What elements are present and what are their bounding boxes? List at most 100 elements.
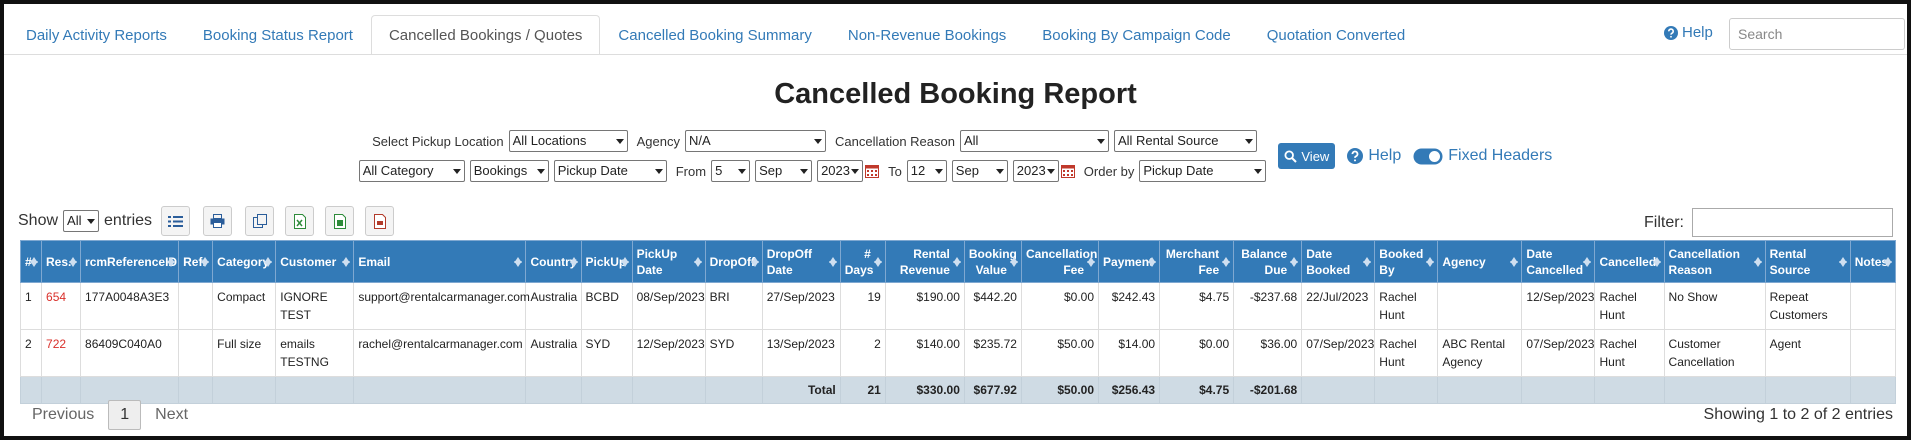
table-cell: No Show — [1663, 282, 1766, 330]
excel-button[interactable] — [285, 206, 315, 236]
filter-label: Order by — [1083, 163, 1135, 179]
entries-select[interactable]: All — [63, 210, 100, 232]
filter-select[interactable]: 5 — [711, 160, 751, 182]
column-header[interactable]: DropOff Date — [761, 240, 841, 283]
filter-select[interactable]: All Category — [358, 160, 465, 182]
column-header[interactable]: Ref. — [178, 240, 214, 283]
total-cell: Total — [761, 376, 841, 404]
filter-select[interactable]: Bookings — [469, 160, 549, 182]
search-icon — [1284, 149, 1298, 163]
column-header[interactable]: Notes — [1849, 240, 1897, 283]
table-filter: Filter: — [1644, 208, 1893, 237]
tab[interactable]: Cancelled Bookings / Quotes — [370, 15, 601, 55]
filters: Select Pickup Location All Locations Agenc… — [4, 128, 1907, 184]
help-icon — [1664, 25, 1678, 40]
filter-select[interactable]: Sep — [755, 160, 813, 182]
view-button[interactable]: View — [1278, 143, 1336, 169]
table-cell: Australia — [525, 329, 582, 377]
copy-button[interactable] — [245, 206, 275, 236]
column-title: Booked By — [1379, 246, 1424, 277]
column-header[interactable]: Payment — [1098, 240, 1161, 283]
table-cell: Repeat Customers — [1764, 282, 1851, 330]
column-header[interactable]: Cancellation Fee — [1020, 240, 1100, 283]
search-input[interactable]: Search — [1729, 18, 1905, 50]
tab[interactable]: Quotation Converted — [1266, 27, 1406, 44]
help-link[interactable]: Help — [1664, 24, 1713, 41]
total-cell: 21 — [839, 376, 886, 404]
sort-icon — [30, 254, 39, 270]
tab[interactable]: Cancelled Booking Summary — [618, 27, 812, 44]
column-header[interactable]: PickUp — [580, 240, 633, 283]
table-cell: 13/Sep/2023 — [761, 329, 841, 377]
column-header[interactable]: Date Booked — [1301, 240, 1376, 283]
filter-help[interactable]: Help — [1347, 147, 1401, 165]
column-title: Country — [530, 254, 577, 269]
filter-select[interactable]: All Rental Source — [1113, 130, 1257, 152]
filter-select[interactable]: 2023 — [1012, 160, 1059, 182]
tab-divider — [4, 54, 1907, 55]
tab[interactable]: Booking Status Report — [202, 27, 353, 44]
column-header[interactable]: Rental Revenue — [884, 240, 965, 283]
page-button[interactable]: 1 — [108, 400, 142, 430]
filter-select[interactable]: N/A — [685, 130, 827, 152]
table-cell: $0.00 — [1159, 329, 1235, 377]
print-button[interactable] — [203, 206, 233, 236]
total-cell: $50.00 — [1020, 376, 1100, 404]
column-header[interactable]: Date Cancelled — [1521, 240, 1596, 283]
filter-select[interactable]: Pickup Date — [1139, 160, 1267, 182]
column-header[interactable]: # Days — [839, 240, 886, 283]
pdf-button[interactable] — [365, 206, 395, 236]
total-cell — [19, 376, 43, 404]
tab[interactable]: Non-Revenue Bookings — [847, 27, 1007, 44]
column-header[interactable]: Cancellation Reason — [1663, 240, 1766, 283]
fixed-headers-toggle[interactable]: Fixed Headers — [1413, 147, 1552, 165]
filter-select[interactable]: 2023 — [817, 160, 864, 182]
table-cell: 07/Sep/2023 — [1521, 329, 1596, 377]
filter-select[interactable]: 12 — [906, 160, 947, 182]
column-header[interactable]: Rental Source — [1764, 240, 1851, 283]
column-header[interactable]: Customer — [275, 240, 355, 283]
column-header[interactable]: Agency — [1437, 240, 1523, 283]
total-cell — [1437, 376, 1523, 404]
next-button[interactable]: Next — [155, 406, 189, 423]
column-header[interactable]: Balance Due — [1233, 240, 1303, 283]
filter-input[interactable] — [1692, 208, 1893, 237]
table-cell: 19 — [839, 282, 886, 330]
table-cell: $4.75 — [1159, 282, 1235, 330]
calendar-icon[interactable] — [1060, 164, 1075, 178]
column-header[interactable]: Category — [212, 240, 277, 283]
column-header[interactable]: Cancelled — [1594, 240, 1665, 283]
column-header[interactable]: Res. — [41, 240, 82, 283]
column-button[interactable] — [161, 206, 191, 236]
column-header[interactable]: DropOff — [704, 240, 763, 283]
column-header[interactable]: PickUp Date — [631, 240, 706, 283]
table-cell: $190.00 — [884, 282, 965, 330]
column-title: Date Booked — [1306, 246, 1351, 277]
total-cell: $256.43 — [1098, 376, 1161, 404]
sort-icon — [264, 254, 273, 270]
filter-select[interactable]: All Locations — [508, 130, 628, 152]
column-header[interactable]: Merchant Fee — [1159, 240, 1235, 283]
csv-button[interactable] — [325, 206, 355, 236]
tab[interactable]: Booking By Campaign Code — [1042, 27, 1231, 44]
column-header[interactable]: # — [19, 240, 43, 283]
column-header[interactable]: Booking Value — [963, 240, 1022, 283]
column-header[interactable]: Booked By — [1374, 240, 1439, 283]
tab[interactable]: Daily Activity Reports — [26, 27, 167, 44]
table-cell: 22/Jul/2023 — [1301, 282, 1376, 330]
column-title: Category — [217, 254, 270, 269]
filter-row: All Category Bookings Pickup Date From 5 Sep 2… — [358, 158, 1267, 184]
filter-select[interactable]: All — [959, 130, 1109, 152]
table-cell: 2 — [839, 329, 886, 377]
calendar-icon[interactable] — [865, 164, 880, 178]
column-header[interactable]: rcmReferenceID — [80, 240, 180, 283]
filter-select[interactable]: Pickup Date — [553, 160, 667, 182]
column-header[interactable]: Email — [353, 240, 527, 283]
previous-button[interactable]: Previous — [32, 406, 95, 423]
filter-select[interactable]: Sep — [951, 160, 1008, 182]
table-cell[interactable]: 722 — [41, 329, 82, 377]
table-cell[interactable]: 654 — [41, 282, 82, 330]
table-cell: BCBD — [580, 282, 633, 330]
column-title: Res. — [46, 254, 72, 269]
column-header[interactable]: Country — [525, 240, 582, 283]
